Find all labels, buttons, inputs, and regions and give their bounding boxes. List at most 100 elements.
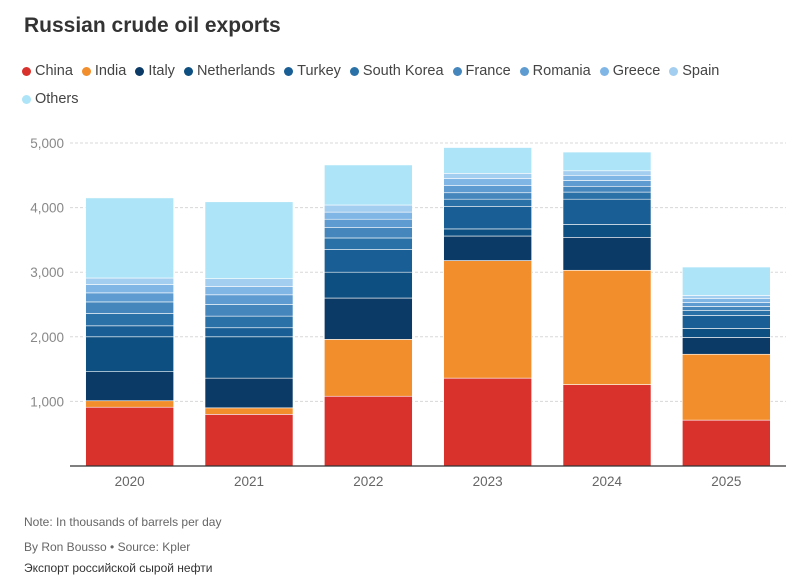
- x-tick-label: 2022: [353, 474, 383, 489]
- bar-segment-france: [562, 185, 652, 193]
- bar-segment-others: [682, 266, 771, 296]
- legend-item-spain: Spain: [669, 61, 719, 81]
- chart-legend: China India Italy Netherlands Turkey South Ko…: [22, 61, 782, 109]
- byline: By Ron Bousso • Source: Kpler: [24, 540, 191, 554]
- legend-item-greece: Greece: [599, 61, 661, 81]
- bar-segment-india: [85, 400, 174, 408]
- bar-segment-greece: [85, 284, 174, 294]
- x-tick-label: 2021: [234, 474, 264, 489]
- legend-swatch: [183, 66, 193, 76]
- bar-segment-romania: [85, 292, 174, 303]
- bar-segment-india: [682, 353, 771, 421]
- legend-label: Spain: [682, 63, 720, 79]
- bar-segment-italy: [204, 377, 294, 409]
- bar-segment-turkey: [85, 325, 174, 338]
- bar-segment-china: [85, 406, 174, 467]
- legend-label: Netherlands: [196, 63, 276, 79]
- legend-swatch: [669, 66, 679, 76]
- y-tick-label: 5,000: [30, 136, 64, 151]
- x-tick-label: 2024: [592, 474, 623, 489]
- legend-item-china: China: [22, 61, 73, 81]
- bar-segment-romania: [204, 294, 294, 305]
- bar-segment-greece: [324, 211, 413, 220]
- bar-segment-romania: [324, 218, 413, 228]
- legend-item-france: France: [452, 61, 511, 81]
- bar-segment-others: [85, 197, 174, 279]
- bar-segment-italy: [324, 297, 413, 340]
- bar-segment-spain: [324, 204, 413, 213]
- bar-segment-turkey: [443, 206, 532, 230]
- bar-segment-romania: [682, 302, 771, 307]
- bar-segment-italy: [443, 235, 532, 261]
- bar-segment-china: [562, 384, 652, 467]
- legend-item-south-korea: South Korea: [349, 61, 444, 81]
- bar-segment-south-korea: [204, 315, 294, 329]
- bar-segment-south-korea: [682, 310, 771, 316]
- legend-swatch: [135, 66, 145, 76]
- bar-segment-italy: [85, 371, 174, 402]
- bar-segment-india: [443, 260, 532, 379]
- bar-segment-others: [443, 147, 532, 174]
- bar-segment-spain: [204, 278, 294, 287]
- units-note: Note: In thousands of barrels per day: [24, 515, 222, 529]
- y-tick-label: 2,000: [30, 330, 64, 345]
- bar-segment-others: [562, 151, 652, 172]
- stacked-bar-chart: 1,000 2,000 3,000 4,000 5,000 2020 2021 2022 202…: [30, 136, 786, 489]
- x-tick-label: 2020: [115, 474, 145, 489]
- bar-segment-greece: [204, 286, 294, 296]
- bar-segment-spain: [682, 295, 771, 299]
- bar-segment-greece: [562, 175, 652, 181]
- x-tick-label: 2023: [473, 474, 503, 489]
- legend-item-romania: Romania: [519, 61, 591, 81]
- legend-label: Italy: [148, 63, 175, 79]
- bar-segment-greece: [443, 178, 532, 186]
- bar-segment-france: [324, 227, 413, 239]
- bar-segment-italy: [562, 237, 652, 271]
- bar-segment-netherlands: [682, 328, 771, 338]
- bar-segment-turkey: [562, 198, 652, 225]
- bar-segment-france: [443, 192, 532, 200]
- legend-label: Romania: [532, 63, 591, 79]
- bar-segment-spain: [562, 170, 652, 176]
- legend-swatch: [22, 66, 31, 76]
- bar-segment-france: [204, 304, 294, 317]
- bar-segment-china: [204, 414, 294, 467]
- legend-item-india: India: [81, 61, 127, 81]
- bar-segment-china: [324, 395, 413, 467]
- bar-segment-netherlands: [562, 224, 652, 238]
- bar-segment-south-korea: [85, 313, 174, 327]
- legend-swatch: [349, 66, 359, 76]
- legend-item-others: Others: [22, 89, 79, 109]
- bar-segment-france: [682, 306, 771, 311]
- bar-segment-china: [443, 377, 532, 467]
- legend-item-italy: Italy: [135, 61, 175, 81]
- bar-segment-netherlands: [85, 336, 174, 372]
- y-tick-label: 3,000: [30, 265, 64, 280]
- bar-segment-netherlands: [443, 228, 532, 237]
- bar-segment-india: [204, 407, 294, 415]
- bar-segment-turkey: [204, 327, 294, 338]
- legend-label: France: [465, 63, 511, 79]
- legend-swatch: [452, 66, 462, 76]
- legend-label: Greece: [612, 63, 661, 79]
- legend-label: South Korea: [362, 63, 444, 79]
- bar-segment-italy: [682, 337, 771, 355]
- bar-segment-spain: [85, 277, 174, 285]
- bar-segment-india: [562, 269, 652, 385]
- bar-segment-romania: [443, 185, 532, 194]
- bar-segment-india: [324, 339, 413, 397]
- bar-segment-netherlands: [324, 271, 413, 299]
- legend-label: India: [94, 63, 127, 79]
- legend-swatch: [22, 94, 31, 104]
- bar-segment-others: [204, 201, 294, 279]
- bar-segment-greece: [682, 298, 771, 303]
- x-tick-label: 2025: [711, 474, 741, 489]
- legend-swatch: [81, 66, 91, 76]
- bar-segment-turkey: [682, 315, 771, 329]
- legend-item-netherlands: Netherlands: [183, 61, 276, 81]
- legend-swatch: [599, 66, 609, 76]
- bar-segment-romania: [562, 180, 652, 187]
- legend-swatch: [519, 66, 529, 76]
- bar-segment-others: [324, 164, 413, 206]
- bar-segment-turkey: [324, 249, 413, 273]
